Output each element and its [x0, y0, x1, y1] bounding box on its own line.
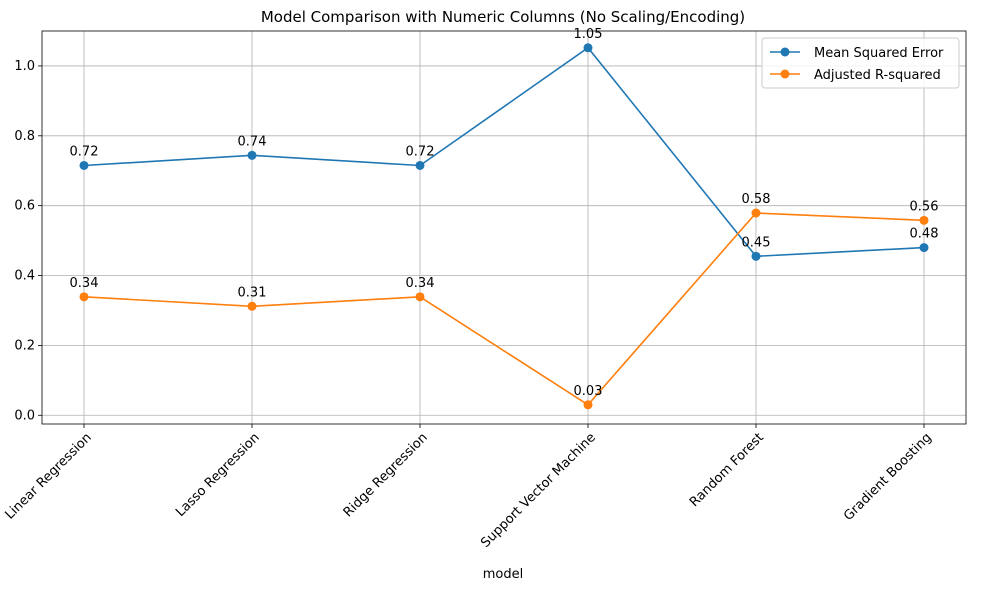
y-tick-label: 0.8 [14, 129, 35, 144]
data-point [919, 215, 929, 225]
y-tick-label: 0.0 [14, 408, 35, 423]
legend-label: Mean Squared Error [814, 46, 944, 61]
y-tick-label: 0.2 [14, 338, 35, 353]
legend-marker [780, 69, 790, 79]
data-point [79, 160, 89, 170]
data-point [751, 208, 761, 218]
data-point [751, 251, 761, 261]
data-label: 0.72 [406, 144, 435, 159]
series-line [83, 46, 925, 258]
x-axis-title: model [483, 567, 523, 582]
data-label: 0.03 [574, 384, 603, 399]
series-1: 0.34 0.31 0.34 0.03 0.58 0.56 [70, 192, 939, 410]
legend-marker [780, 47, 790, 57]
data-label: 0.74 [238, 134, 267, 149]
data-point [919, 243, 929, 253]
x-tick-label: Ridge Regression [341, 430, 431, 520]
data-label: 0.31 [238, 285, 267, 300]
data-point [79, 292, 89, 302]
data-point [247, 301, 257, 311]
grid-layer [42, 31, 966, 424]
data-label: 0.45 [742, 235, 771, 250]
x-tick-label: Random Forest [687, 430, 767, 510]
data-point [583, 400, 593, 410]
x-tick-label: Support Vector Machine [478, 430, 599, 551]
data-point [415, 160, 425, 170]
data-label: 0.56 [910, 199, 939, 214]
y-tick-label: 0.4 [14, 269, 35, 284]
x-tick-label: Lasso Regression [173, 430, 263, 520]
series-layer: 0.72 0.74 0.72 1.05 0.45 0.48 0.34 0.31 0.34 0.03… [70, 27, 939, 410]
series-line [83, 212, 925, 406]
legend-box [761, 37, 960, 89]
data-point [583, 43, 593, 53]
data-label: 0.58 [742, 192, 771, 207]
data-label: 0.34 [406, 276, 435, 291]
x-tick-label: Gradient Boosting [841, 430, 935, 524]
data-point [247, 150, 257, 160]
series-0: 0.72 0.74 0.72 1.05 0.45 0.48 [70, 27, 939, 261]
data-point [415, 292, 425, 302]
x-tick-label: Linear Regression [2, 430, 94, 522]
data-label: 0.34 [70, 276, 99, 291]
axes-layer: 0.0 0.2 0.4 0.6 0.8 1.0 Linear Regression Lasso… [2, 30, 967, 551]
data-label: 0.48 [910, 227, 939, 242]
legend-label: Adjusted R-squared [814, 68, 941, 83]
plot-frame [41, 30, 967, 425]
y-tick-label: 0.6 [14, 199, 35, 214]
y-tick-label: 1.0 [14, 59, 35, 74]
data-label: 0.72 [70, 144, 99, 159]
chart-title: Model Comparison with Numeric Columns (N… [261, 8, 745, 26]
data-label: 1.05 [574, 27, 603, 42]
legend: Mean Squared Error Adjusted R-squared [761, 37, 960, 89]
